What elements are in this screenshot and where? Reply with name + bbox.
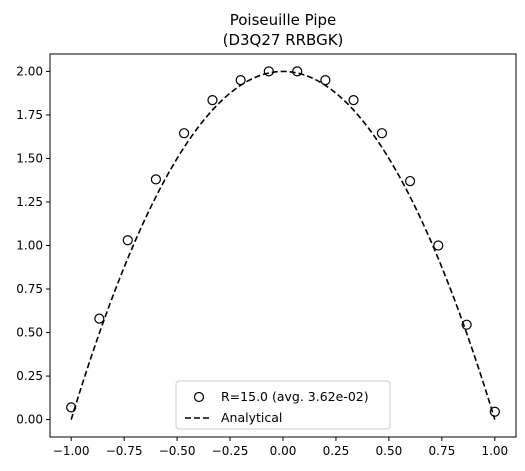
data-point [433, 240, 444, 251]
y-tick-label: 0.75 [16, 282, 43, 296]
y-tick-label: 0.50 [16, 326, 43, 340]
data-point [150, 174, 162, 185]
analytical-line [70, 70, 496, 420]
data-point [235, 75, 246, 86]
data-point [320, 75, 331, 86]
data-point [404, 175, 416, 187]
data-point [66, 402, 77, 413]
chart-title: Poiseuille Pipe [230, 11, 337, 29]
y-tick-label: 1.75 [16, 108, 43, 122]
x-tick-label: −0.25 [212, 444, 249, 458]
data-point [489, 406, 500, 417]
legend-label-simulation: R=15.0 (avg. 3.62e-02) [221, 389, 369, 404]
x-tick-label: 0.75 [429, 444, 456, 458]
y-axis: 0.00 0.25 0.50 0.75 1.00 1.25 1.50 1.75 2.00 [16, 64, 50, 427]
data-point [178, 128, 190, 139]
x-tick-label: 1.00 [481, 444, 508, 458]
data-point [348, 95, 359, 106]
x-tick-label: −1.00 [53, 444, 90, 458]
legend-label-analytical: Analytical [221, 410, 282, 425]
data-point [122, 235, 133, 246]
x-tick-label: −0.50 [159, 444, 196, 458]
x-tick-label: 0.50 [376, 444, 403, 458]
x-tick-label: 0.25 [323, 444, 350, 458]
x-tick-label: −0.75 [106, 444, 143, 458]
chart-subtitle: (D3Q27 RRBGK) [223, 31, 344, 49]
y-tick-label: 2.00 [16, 64, 43, 78]
plot-area [49, 53, 517, 438]
y-tick-label: 0.25 [16, 369, 43, 383]
x-axis: −1.00 −0.75 −0.50 −0.25 0.00 0.25 0.50 0.75 1.00 [53, 437, 508, 458]
x-tick-label: 0.00 [270, 444, 297, 458]
data-point [94, 313, 105, 324]
data-point [207, 95, 218, 106]
y-tick-label: 0.00 [16, 413, 43, 427]
data-point [292, 66, 303, 77]
data-point [376, 128, 388, 139]
legend: R=15.0 (avg. 3.62e-02) Analytical [175, 380, 391, 430]
y-tick-label: 1.50 [16, 151, 43, 165]
data-points [66, 66, 500, 417]
legend-box [175, 380, 391, 430]
data-point [263, 66, 274, 77]
y-tick-label: 1.25 [16, 195, 43, 209]
data-point [461, 319, 472, 330]
y-tick-label: 1.00 [16, 239, 43, 253]
legend-marker-circle [193, 391, 205, 403]
